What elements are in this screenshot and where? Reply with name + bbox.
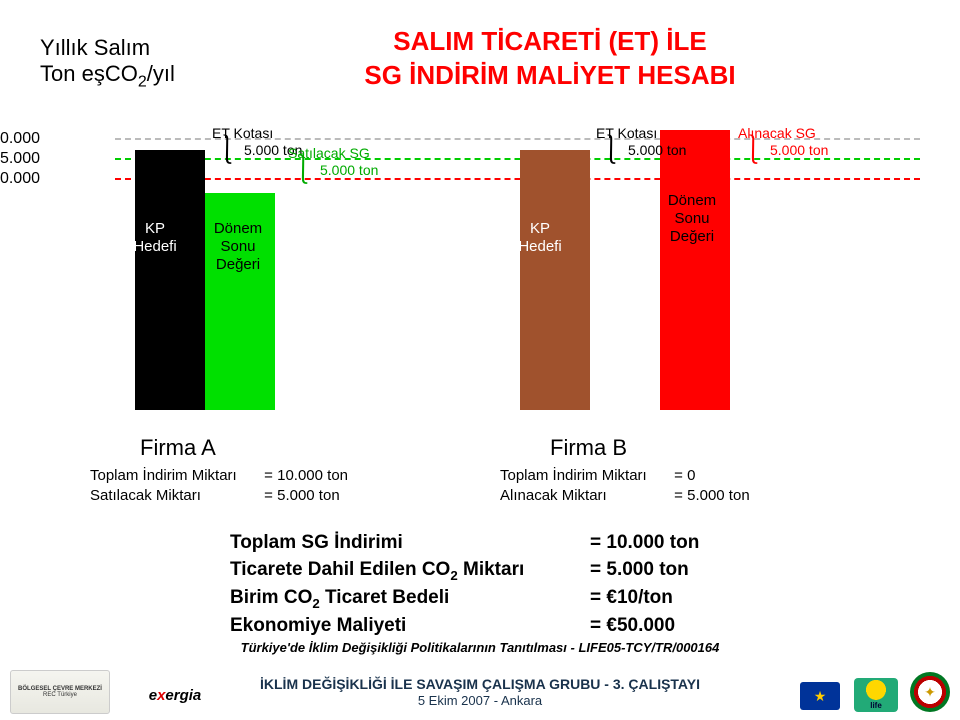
firma-a-title: Firma A [140,435,348,461]
summary-block: Toplam SG İndirimi = 10.000 ton Ticarete… [230,530,740,640]
y-axis-title: Yıllık Salım Ton eşCO2/yıl [40,35,175,91]
bar-3 [660,130,730,410]
firma-b-line2: Alınacak Miktarı = 5.000 ton [500,486,750,506]
y-axis-title-l1: Yıllık Salım [40,35,175,61]
y-label-1: 95.000 [0,150,40,168]
firma-b-title: Firma B [550,435,750,461]
slide-title-l1: SALIM TİCARETİ (ET) İLE [300,25,800,59]
bar-label-3: DönemSonuDeğeri [652,192,732,246]
annotation-1: Satılacak SG⎱5.000 ton [288,145,378,179]
slide-title: SALIM TİCARETİ (ET) İLE SG İNDİRİM MALİY… [300,25,800,93]
emblem-logo: ✦ [910,672,950,712]
annotation-3: Alınacak SG⎱5.000 ton [738,125,828,159]
exergia-logo: exergia [130,676,220,714]
firma-b-line1: Toplam İndirim Miktarı = 0 [500,466,750,486]
rec-logo: BÖLGESEL ÇEVRE MERKEZİ REC Türkiye [10,670,110,714]
bar-label-0: KPHedefi [125,220,185,256]
summary-row-2: Ticarete Dahil Edilen CO2 Miktarı = 5.00… [230,557,740,585]
summary-row-1: Toplam SG İndirimi = 10.000 ton [230,530,740,557]
bar-label-2: KPHedefi [510,220,570,256]
firma-b-block: Firma B Toplam İndirim Miktarı = 0 Alına… [500,435,750,507]
slide-title-l2: SG İNDİRİM MALİYET HESABI [300,59,800,93]
firma-a-line2: Satılacak Miktarı = 5.000 ton [90,486,348,506]
y-label-2: 90.000 [0,170,40,188]
summary-row-3: Birim CO2 Ticaret Bedeli = €10/ton [230,585,740,613]
bar-label-1: DönemSonuDeğeri [198,220,278,274]
firma-a-block: Firma A Toplam İndirim Miktarı = 10.000 … [90,435,348,507]
footer-bar: İKLİM DEĞİŞİKLİĞİ İLE SAVAŞIM ÇALIŞMA GR… [0,670,960,720]
eu-flag-logo: ★ [800,682,840,710]
footer-project-ref: Türkiye'de İklim Değişikliği Politikalar… [0,640,960,655]
bar-chart: 100.000 95.000 90.000 KPHedefiDönemSonuD… [40,130,920,410]
annotation-2: ET Kotası⎱5.000 ton [596,125,686,159]
summary-row-4: Ekonomiye Maliyeti = €50.000 [230,613,740,640]
gridline-2 [115,178,920,180]
bar-0 [135,150,205,410]
bar-2 [520,150,590,410]
life-logo: life [854,678,898,712]
firma-a-line1: Toplam İndirim Miktarı = 10.000 ton [90,466,348,486]
y-axis-title-l2: Ton eşCO2/yıl [40,61,175,91]
y-label-0: 100.000 [0,130,40,148]
